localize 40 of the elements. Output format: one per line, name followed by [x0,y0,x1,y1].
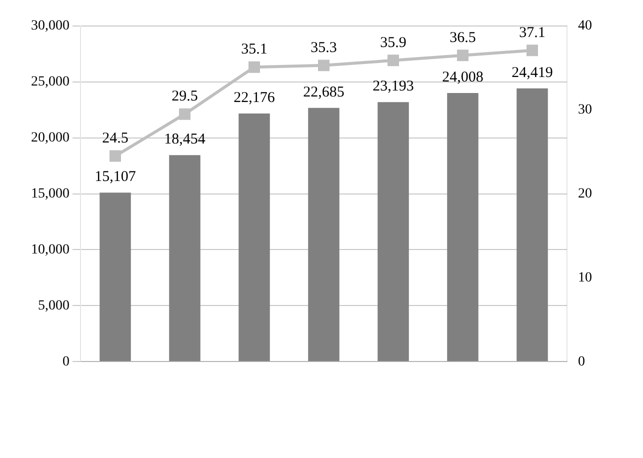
point [457,50,468,62]
y-tick-label: 30,000 [31,18,70,34]
point [179,108,190,120]
bar [100,192,131,362]
bar [238,114,270,362]
data-label: 18,454 [164,132,206,148]
y2-tick-label: 20 [578,186,592,202]
data-label: 35.9 [380,34,406,51]
y2-tick-label: 10 [578,270,592,286]
bar [169,155,200,362]
data-label: 15,107 [94,169,136,186]
y-tick-label: 5,000 [38,298,70,314]
y-tick-label: 15,000 [31,186,70,202]
data-label: 24,008 [442,69,484,86]
data-label: 36.5 [450,30,476,46]
y-tick-label: 10,000 [31,242,70,258]
data-label: 35.1 [241,42,268,58]
point [318,60,330,72]
bar [516,88,548,362]
data-label: 37.1 [519,24,546,41]
data-label: 22,685 [303,84,344,100]
y2-tick-label: 30 [578,102,592,118]
bar [308,108,340,362]
data-label: 35.3 [310,40,337,56]
data-label: 29.5 [172,88,198,105]
bar [447,93,478,362]
y2-tick-label: 40 [578,18,592,34]
y-tick-label: 25,000 [31,74,70,90]
point [110,150,121,162]
data-label: 22,176 [234,90,276,106]
y-tick-label: 20,000 [31,130,70,146]
data-label: 24,419 [512,64,553,81]
data-label: 23,193 [372,78,414,95]
y-tick-label: 0 [62,354,70,370]
y2-tick-label: 0 [578,354,585,370]
bar [378,102,409,362]
data-label: 24.5 [102,130,128,146]
point [388,54,399,66]
point [526,44,538,56]
point [248,61,260,73]
